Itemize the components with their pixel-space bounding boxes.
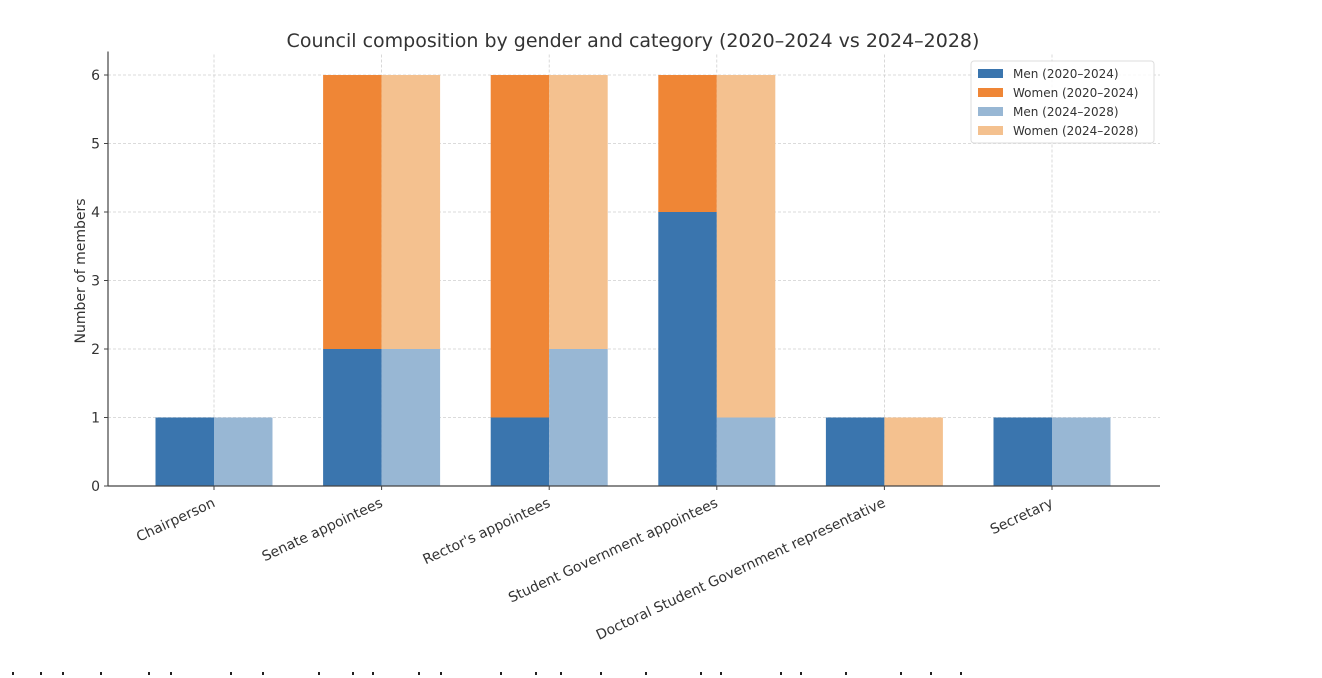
cutoff-glyph (12, 672, 14, 675)
cutoff-glyph (262, 672, 264, 675)
x-tick-label: Rector's appointees (421, 495, 553, 568)
cutoff-glyph (500, 672, 502, 675)
cutoff-glyph (440, 672, 442, 675)
x-tick-label: Secretary (988, 495, 1056, 538)
cutoff-glyph (845, 672, 847, 675)
x-ticks: Chairperson Senate appointees Rector's app… (134, 486, 1056, 644)
legend-label: Women (2020–2024) (1013, 86, 1138, 100)
cutoff-text-line (0, 664, 1322, 678)
cutoff-glyph (170, 672, 172, 675)
cutoff-glyph (418, 672, 420, 675)
y-tick-label: 4 (91, 205, 100, 221)
grid (108, 54, 1160, 487)
cutoff-glyph (352, 672, 354, 675)
legend-label: Women (2024–2028) (1013, 124, 1138, 138)
cutoff-glyph (230, 672, 232, 675)
bar-men-2020-2024-5 (993, 417, 1052, 486)
cutoff-glyph (148, 672, 150, 675)
legend-label: Men (2024–2028) (1013, 105, 1119, 119)
bar-men-2020-2024-0 (155, 417, 214, 486)
bar-men-2020-2024-2 (490, 417, 550, 486)
y-ticks: 0 1 2 3 4 5 6 (91, 68, 108, 495)
bar-women-2024-2028-3 (716, 75, 776, 418)
bar-women-2024-2028-4 (884, 417, 943, 486)
y-tick-label: 2 (91, 342, 100, 358)
bar-women-2020-2024-3 (658, 75, 717, 212)
x-tick-label: Chairperson (134, 495, 218, 545)
x-tick-label: Senate appointees (260, 495, 386, 565)
cutoff-glyph (780, 672, 782, 675)
cutoff-glyph (600, 672, 602, 675)
bar-women-2020-2024-2 (490, 75, 550, 418)
bar-women-2024-2028-2 (549, 75, 608, 349)
cutoff-glyph (900, 672, 902, 675)
bar-men-2020-2024-3 (658, 212, 717, 486)
cutoff-glyph (318, 672, 320, 675)
bar-men-2020-2024-4 (825, 417, 885, 486)
legend-swatch (978, 69, 1003, 78)
cutoff-glyph (372, 672, 374, 675)
legend-box (970, 60, 1155, 144)
cutoff-glyph (720, 672, 722, 675)
bar-men-2020-2024-1 (323, 349, 382, 486)
y-tick-label: 6 (91, 68, 100, 84)
legend-swatch (978, 88, 1003, 97)
cutoff-glyph (560, 672, 562, 675)
y-tick-label: 3 (91, 274, 100, 290)
bar-women-2024-2028-1 (381, 75, 441, 349)
bar-men-2024-2028-5 (1052, 417, 1111, 486)
chart-title: Council composition by gender and catego… (287, 30, 980, 52)
x-tick-label: Doctoral Student Government representati… (594, 495, 888, 644)
legend-label: Men (2020–2024) (1013, 67, 1119, 81)
legend: Men (2020–2024) Women (2020–2024) Men (202… (970, 60, 1155, 144)
cutoff-glyph (960, 672, 962, 675)
cutoff-glyph (930, 672, 932, 675)
y-tick-label: 1 (91, 411, 100, 427)
legend-swatch (978, 107, 1003, 116)
cutoff-glyph (700, 672, 702, 675)
y-tick-label: 0 (91, 479, 100, 495)
bar-men-2024-2028-1 (381, 349, 441, 486)
cutoff-glyph (100, 672, 102, 675)
bar-men-2024-2028-2 (549, 349, 608, 486)
cutoff-glyph (800, 672, 802, 675)
cutoff-glyph (645, 672, 647, 675)
cutoff-glyph (62, 672, 64, 675)
cutoff-glyph (40, 672, 42, 675)
y-tick-label: 5 (91, 137, 100, 153)
bar-women-2020-2024-1 (323, 75, 382, 349)
y-axis-label: Number of members (73, 198, 89, 343)
bar-men-2024-2028-3 (716, 417, 776, 486)
bar-men-2024-2028-0 (214, 417, 273, 486)
legend-swatch (978, 126, 1003, 135)
axes (107, 51, 1160, 487)
cutoff-glyph (535, 672, 537, 675)
bars (155, 75, 1111, 486)
